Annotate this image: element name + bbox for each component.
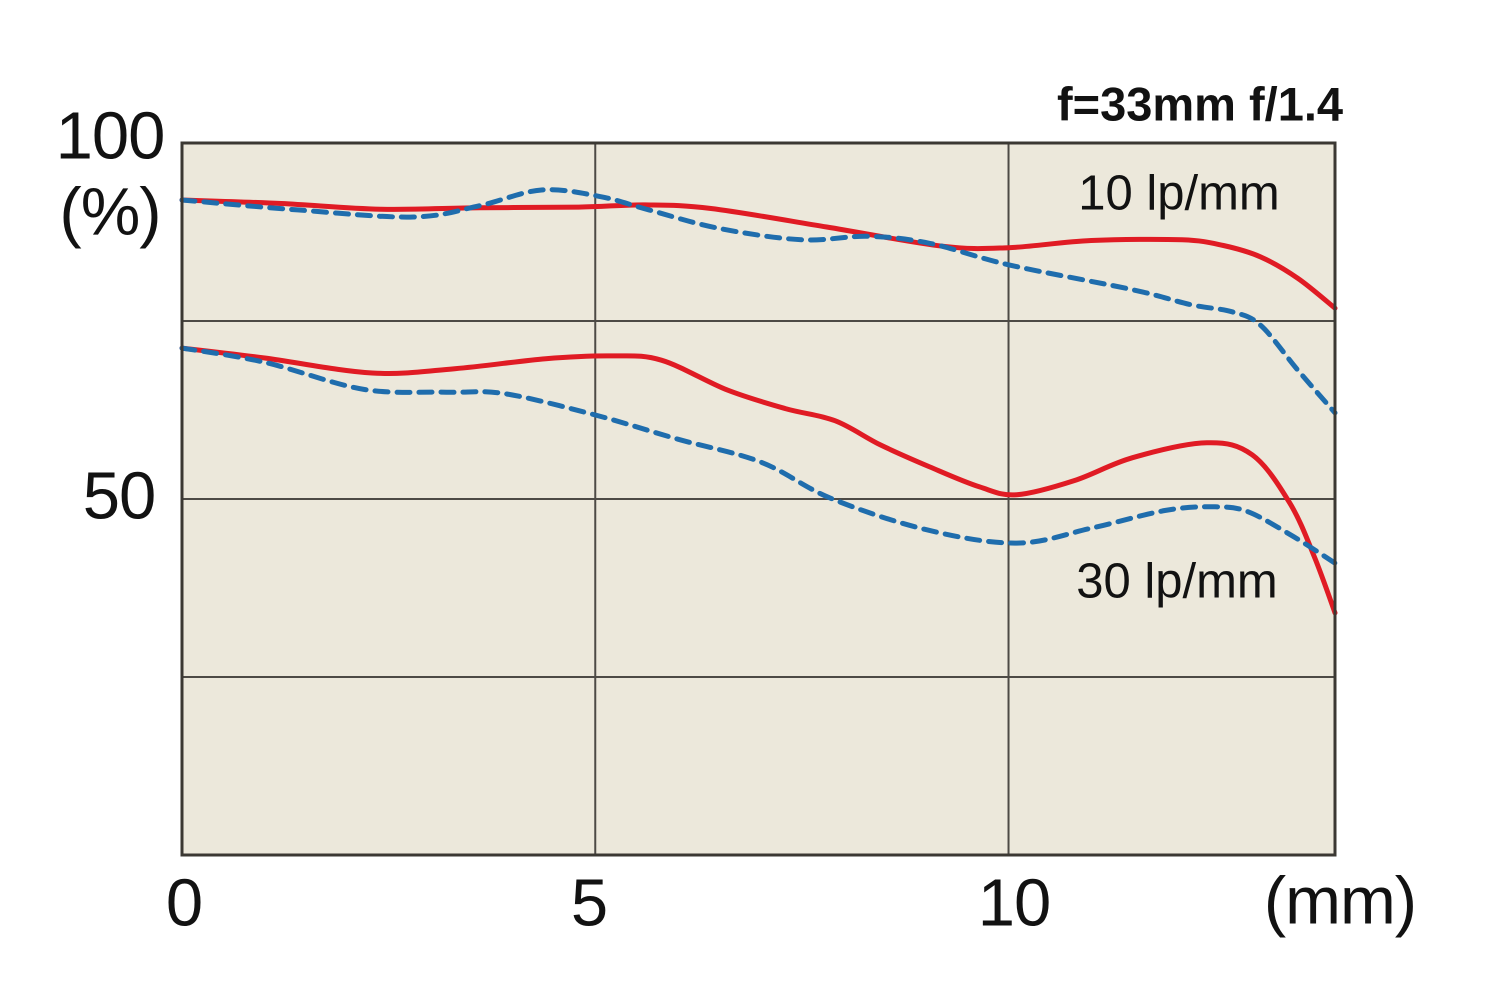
x-tick-label-10: 10 [977, 865, 1052, 941]
x-axis-unit-label: (mm) [1263, 863, 1417, 939]
x-tick-label-5: 5 [570, 865, 608, 941]
y-axis-unit-label: (%) [59, 174, 161, 250]
curve-10-lp-mm-meridional [179, 187, 1338, 416]
curve-10-lp-mm-sagittal [179, 197, 1338, 311]
x-tick-label-0: 0 [165, 865, 203, 941]
annotation-30-lpmm: 30 lp/mm [1076, 554, 1278, 609]
y-tick-label-100: 100 [55, 98, 166, 174]
y-tick-label-50: 50 [82, 458, 157, 534]
plot-border [180, 141, 1337, 857]
chart-title: f=33mm f/1.4 [1056, 77, 1344, 131]
curve-30-lp-mm-sagittal [179, 345, 1338, 616]
curve-30-lp-mm-meridional [179, 345, 1338, 566]
annotation-10-lpmm: 10 lp/mm [1078, 166, 1280, 221]
